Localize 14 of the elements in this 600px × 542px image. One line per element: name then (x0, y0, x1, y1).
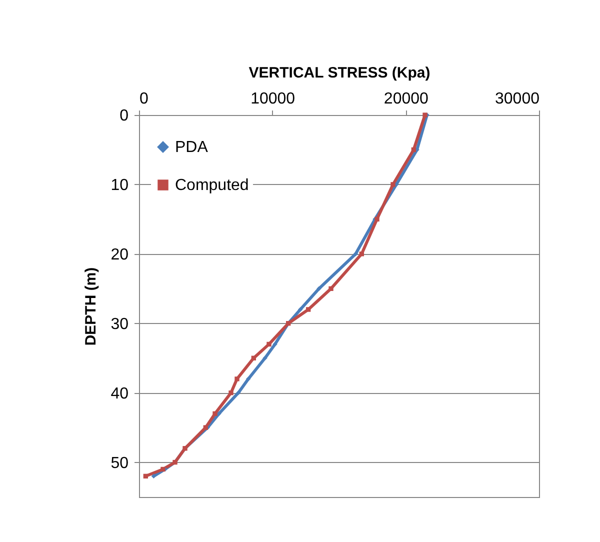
y-tick-label: 0 (120, 108, 129, 124)
y-tick-label: 20 (110, 246, 129, 264)
x-tick-label: 10000 (250, 90, 296, 108)
y-tick-label: 30 (110, 316, 129, 333)
y-tick-label: 40 (110, 385, 129, 402)
y-tick-label: 10 (110, 176, 129, 194)
y-axis-title: DEPTH (m) (82, 267, 100, 346)
legend-label: PDA (175, 139, 208, 156)
x-tick-label: 20000 (384, 90, 429, 108)
x-tick-label: 30000 (495, 90, 540, 108)
legend-label: Computed (175, 177, 249, 194)
y-tick-label: 50 (110, 454, 129, 472)
x-axis-title: VERTICAL STRESS (Kpa) (248, 64, 430, 82)
x-tick-label: 0 (140, 90, 148, 108)
